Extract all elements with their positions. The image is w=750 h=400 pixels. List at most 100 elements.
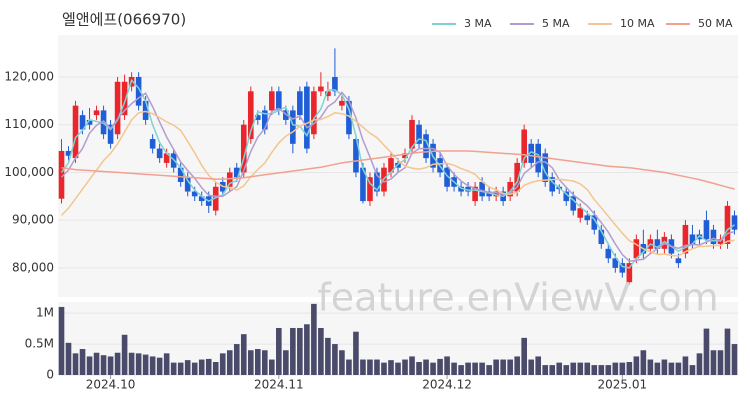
volume-bar — [689, 365, 696, 375]
candle-body — [233, 167, 240, 178]
candle-body — [724, 205, 731, 245]
volume-bar — [332, 344, 338, 375]
candle-body — [240, 124, 247, 173]
volume-bar — [682, 356, 689, 375]
volume-bar — [262, 350, 268, 375]
legend-label: 50 MA — [698, 17, 733, 30]
volume-bar — [605, 365, 612, 375]
candle-body — [156, 148, 163, 159]
volume-bar — [416, 362, 422, 375]
candle-body — [619, 263, 626, 273]
volume-bar — [276, 327, 282, 375]
volume-bar — [311, 303, 317, 375]
candle-body — [247, 91, 254, 140]
candle-body — [367, 177, 373, 202]
candle-body — [100, 110, 107, 135]
candle-body — [444, 167, 450, 187]
volume-bar — [668, 362, 675, 375]
volume-bar — [647, 359, 654, 375]
volume-bar — [500, 359, 506, 375]
volume-bar — [640, 350, 647, 375]
candle-body — [339, 100, 345, 106]
volume-bar — [465, 362, 471, 375]
y-tick-label: 120,000 — [4, 69, 54, 83]
candle-body — [121, 81, 128, 116]
candle-body — [486, 191, 492, 197]
candle-body — [325, 91, 331, 97]
volume-bar — [346, 359, 352, 375]
y-tick-label: 0.5M — [25, 337, 54, 351]
candle-body — [570, 196, 577, 211]
volume-bar — [240, 334, 247, 375]
volume-bar — [479, 362, 485, 375]
candle-body — [542, 153, 549, 182]
volume-bar — [409, 356, 415, 375]
candle-body — [318, 86, 324, 92]
candle-body — [416, 124, 422, 144]
candle-body — [304, 86, 310, 149]
candle-body — [353, 139, 359, 173]
volume-bar — [423, 359, 429, 375]
candle-body — [191, 191, 198, 197]
volume-bar — [290, 327, 296, 375]
ma-line — [60, 110, 735, 257]
y-tick-label: 80,000 — [12, 260, 54, 274]
volume-bar — [577, 362, 584, 375]
volume-bar — [353, 331, 359, 375]
volume-bar — [654, 362, 661, 375]
chart-title: 엘앤에프(066970) — [62, 11, 186, 29]
volume-bar — [493, 359, 499, 375]
x-tick-label: 2025.01 — [598, 378, 648, 392]
candle-body — [388, 158, 394, 173]
volume-bar — [633, 356, 640, 375]
candle-body — [114, 81, 121, 135]
volume-bar — [107, 356, 114, 375]
volume-bar — [675, 362, 682, 375]
candle-body — [142, 100, 149, 120]
candle-body — [577, 208, 584, 218]
volume-bar — [212, 362, 219, 375]
volume-bar — [177, 362, 184, 375]
volume-bar — [507, 359, 513, 375]
volume-bar — [514, 356, 520, 375]
candle-body — [605, 248, 612, 259]
candle-body — [198, 196, 205, 202]
candle-body — [149, 139, 156, 149]
volume-bar — [402, 359, 408, 375]
candle-body — [409, 119, 415, 149]
volume-bar — [437, 358, 443, 375]
candle-body — [58, 150, 65, 199]
volume-bar — [142, 354, 149, 375]
candle-body — [65, 150, 72, 156]
volume-bar — [430, 362, 436, 375]
volume-bar — [121, 334, 128, 375]
y-tick-label: 1M — [36, 306, 54, 320]
y-tick-label: 0 — [46, 368, 54, 382]
volume-bar — [135, 353, 142, 375]
volume-bar — [458, 365, 464, 375]
volume-bar — [58, 306, 65, 375]
volume-bar — [731, 344, 738, 375]
volume-bar — [114, 352, 121, 375]
candle-body — [710, 229, 717, 245]
candle-body — [423, 134, 429, 159]
candle-body — [262, 110, 268, 130]
candle-body — [360, 167, 366, 202]
candle-body — [591, 215, 598, 230]
x-tick-label: 2024.12 — [422, 378, 472, 392]
volume-bar — [598, 365, 605, 375]
volume-bar — [381, 362, 387, 375]
volume-bar — [128, 352, 135, 375]
volume-bar — [619, 362, 626, 375]
volume-bar — [170, 362, 177, 375]
candle-body — [549, 177, 556, 192]
candle-body — [269, 91, 275, 111]
volume-bar — [584, 362, 591, 375]
volume-bar — [93, 352, 100, 375]
volume-bar — [374, 359, 380, 375]
candle-body — [184, 177, 191, 192]
volume-bar — [395, 362, 401, 375]
candle-body — [458, 186, 464, 192]
volume-bar — [521, 337, 527, 375]
volume-bar — [79, 349, 86, 375]
